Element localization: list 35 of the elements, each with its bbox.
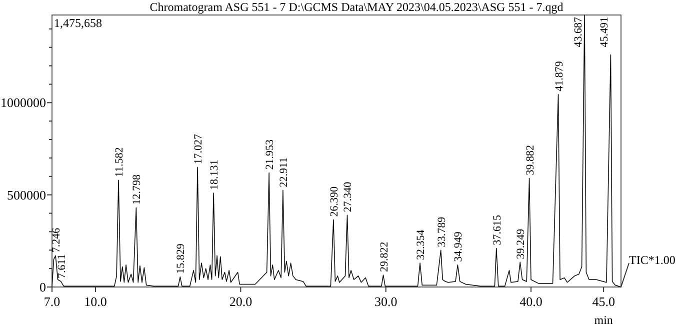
annotation: 41.879 (553, 60, 566, 92)
annotation: 39.882 (524, 145, 536, 176)
x-tick-label: 30.0 (374, 294, 398, 309)
annotation: 37.615 (491, 214, 504, 246)
annotation: 17.027 (192, 133, 205, 164)
text: TIC*1.00 (629, 253, 676, 268)
annotation: 29.822 (378, 242, 390, 272)
annotation: 26.390 (328, 186, 340, 217)
x-tick-label: 20.0 (229, 294, 252, 309)
annotation: 32.354 (415, 229, 428, 260)
line-series (52, 14, 622, 288)
annotation: 39.249 (515, 228, 528, 260)
x-axis-title: min (594, 313, 613, 327)
annotation: 1,475,658 (54, 16, 102, 30)
annotation: 45.491 (598, 17, 611, 48)
annotation: 21.953 (264, 138, 276, 170)
annotation: 11.582 (114, 147, 126, 178)
annotation: 34.949 (452, 231, 465, 262)
y-tick-label: 500000 (7, 187, 46, 202)
chart-title: Chromatogram ASG 551 - 7 D:\GCMS Data\MAY 2023\04.05.2023\ASG 551 - 7.qgd (150, 0, 564, 14)
annotation: 7.246 (50, 227, 63, 253)
x-tick-label: 45.0 (592, 294, 615, 309)
x-tick-label: 10.0 (84, 294, 107, 309)
annotation: 43.687 (572, 16, 585, 48)
annotation: 22.911 (278, 157, 290, 188)
x-tick-label: 40.0 (520, 294, 542, 309)
x-tick-label: 7.0 (44, 294, 60, 309)
y-tick-label: 0 (40, 280, 46, 295)
annotation: 18.131 (208, 160, 221, 190)
annotation: 7.611 (56, 254, 68, 278)
annotation: 15.829 (175, 243, 188, 274)
annotation: 27.340 (342, 181, 354, 212)
y-tick-label: 1000000 (0, 95, 46, 110)
annotation: 12.798 (131, 174, 144, 205)
annotation: 33.789 (436, 216, 448, 248)
